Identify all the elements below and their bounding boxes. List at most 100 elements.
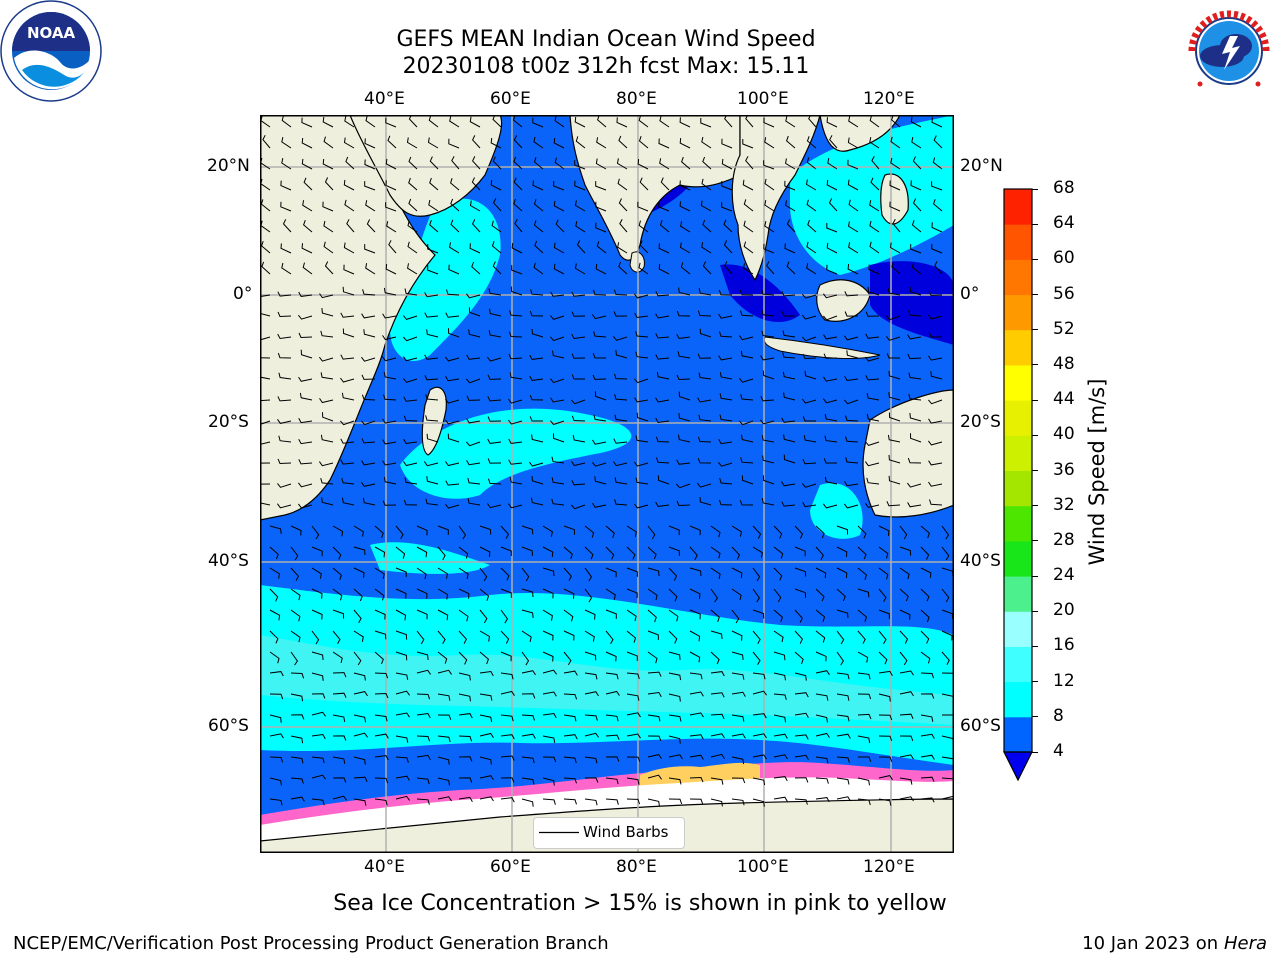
wind-barb [764,178,775,191]
wind-barb [437,546,446,561]
wind-barb [721,138,733,149]
wind-barb [383,476,397,485]
wind-barb [815,797,830,803]
wind-barb [510,286,523,296]
wind-barb [773,714,786,723]
wind-barb [815,609,826,622]
wind-barb [576,240,586,254]
wind-barb [858,756,872,762]
wind-barb [374,630,387,640]
wind-barb [361,438,376,444]
wind-barb [408,177,418,191]
lat-tick-left-20s: 20°S [208,412,249,432]
wind-barb [492,156,502,170]
wind-barb [311,546,323,557]
wind-barb [311,756,325,764]
wind-barb [311,567,322,579]
wind-barb [529,354,544,360]
wind-barb [614,477,628,485]
wind-barb [290,796,305,802]
wind-barb [521,756,535,764]
wind-barb [563,525,575,535]
wind-barb [487,503,502,509]
wind-barb [277,396,292,402]
wind-barb [404,477,418,485]
wind-barb [311,693,326,699]
wind-barb [783,434,796,443]
lon-tick-top-120e: 120°E [863,89,915,109]
wind-barb [533,157,544,170]
wind-barb [824,476,838,485]
wind-barb [488,330,502,338]
wind-barb [794,798,808,805]
wind-barb [605,672,619,680]
wind-barb [487,374,502,380]
wind-barb [626,733,641,739]
wind-barb [290,651,299,666]
wind-barb [479,546,491,557]
wind-barb [616,158,628,170]
graticule [260,115,954,853]
wind-barb [584,546,594,560]
wind-barb [550,315,565,320]
wind-barb [290,525,302,536]
wind-barb [823,315,838,321]
wind-barb [794,692,809,698]
wind-barb [647,630,659,640]
colorbar-tick-label: 60 [1053,248,1075,269]
wind-barb [521,567,530,582]
wind-barb [521,714,535,721]
wind-barb [429,177,439,191]
wind-barb [563,777,577,784]
wind-barb [738,335,754,341]
wind-barb [878,588,887,603]
wind-barb [500,672,514,680]
wind-barb [479,693,493,701]
wind-barb [680,262,691,275]
wind-barb [280,201,292,212]
wind-barb [395,546,406,559]
wind-barb [446,289,460,296]
wind-barb [889,242,901,254]
wind-barb [383,372,397,380]
wind-barb [500,734,515,740]
wind-barb [605,630,614,645]
wind-barb [752,567,761,582]
wind-barb [794,567,807,577]
wind-barb [868,264,880,275]
colorbar-label: Wind Speed [m/s] [1085,378,1109,566]
wind-barb [592,374,607,380]
wind-barb [647,691,662,698]
wind-barb [865,375,880,381]
wind-barb [701,242,712,254]
wind-barb [365,115,376,128]
wind-barb [626,672,640,680]
wind-barb [615,350,628,359]
wind-barb [731,714,745,722]
wind-barb [340,438,355,444]
wind-barb [761,330,775,338]
wind-barb [451,156,460,170]
wind-barb [445,419,460,425]
wind-barb [428,115,439,128]
wind-barb [679,138,691,149]
wind-barb [773,567,783,581]
wind-barb [529,461,544,467]
wind-barb [699,328,712,338]
wind-barb [302,200,313,212]
wind-barb [382,460,397,466]
colorbar-tick-label: 68 [1053,178,1075,198]
wind-barb [815,756,829,764]
wind-barb [298,438,313,445]
wind-barb [626,630,637,643]
wind-barb [487,356,502,362]
wind-barb [634,461,649,467]
wind-barb [614,394,628,401]
footer-right: 10 Jan 2023 on Hera [1082,933,1267,954]
wind-barb [773,693,787,700]
wind-barb [290,777,304,784]
wind-barb [647,774,663,780]
wind-barb [941,546,950,561]
wind-barb [908,310,922,317]
wind-barb [353,732,369,738]
